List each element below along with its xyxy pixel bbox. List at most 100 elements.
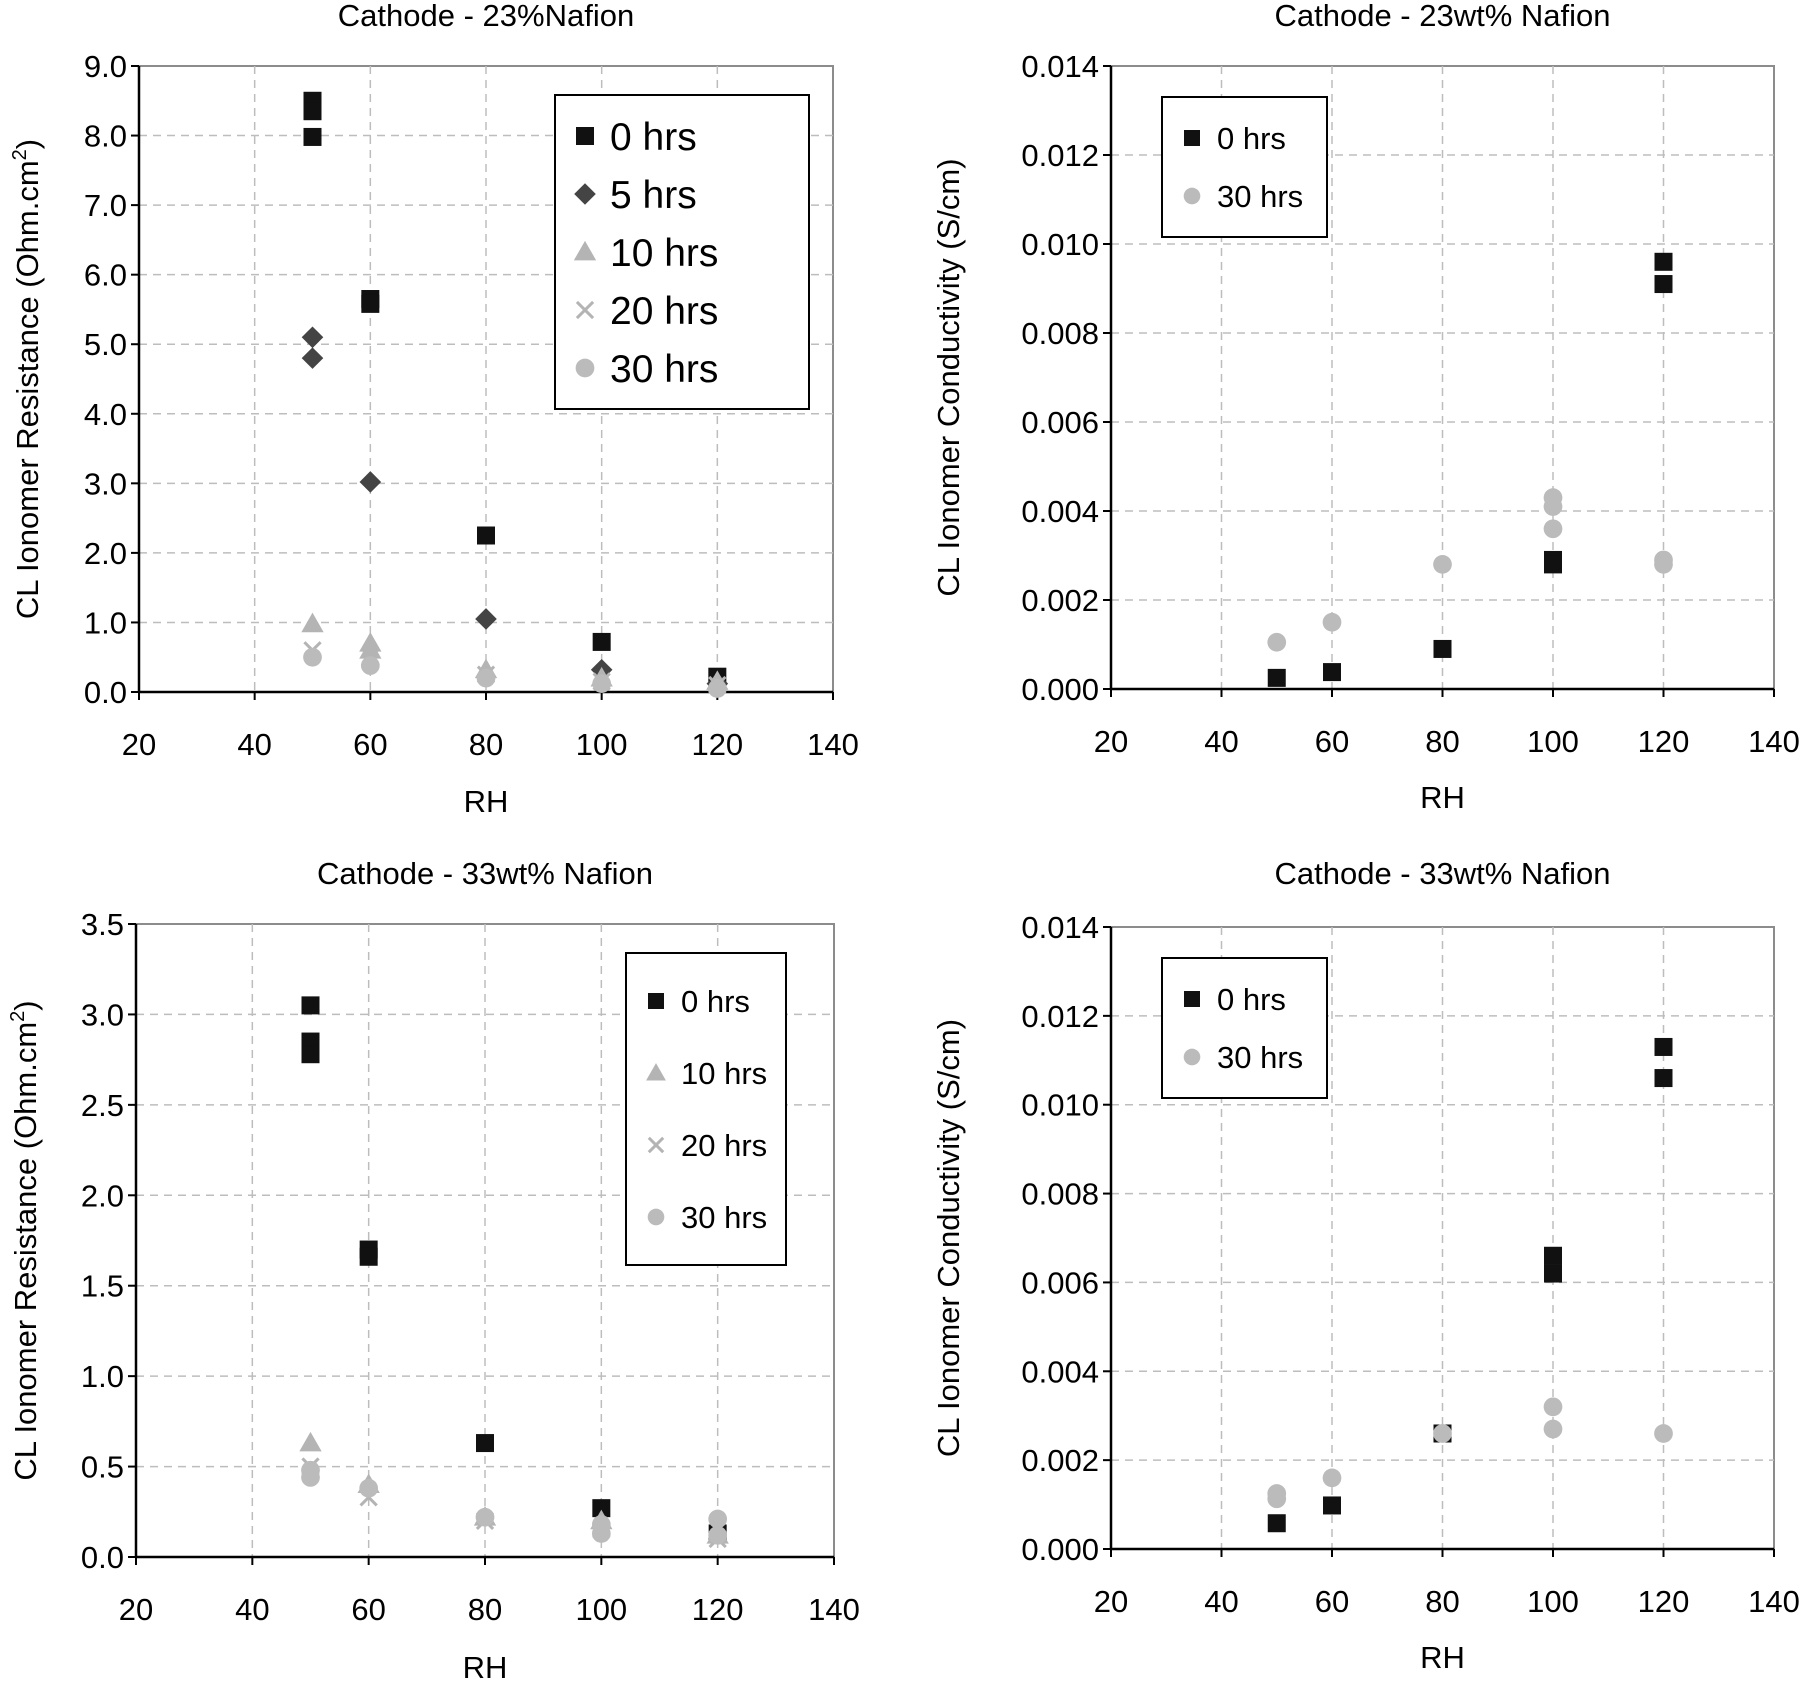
chart-bottom-left: Cathode - 33wt% Nafion 0.0 0.5 1.0 1.5 2.0 2.5… — [7, 856, 860, 1681]
legend-label: 0 hrs — [1217, 982, 1286, 1017]
legend-label: 0 hrs — [1217, 121, 1286, 156]
x-tick-label: 20 — [1094, 724, 1128, 759]
data-points — [1267, 1037, 1673, 1533]
legend-label: 10 hrs — [610, 232, 718, 275]
legend: 0 hrs 5 hrs 10 hrs 20 hrs 30 hrs — [554, 94, 810, 410]
x-tick-label: 60 — [353, 727, 387, 762]
y-tick-label: 0.008 — [1021, 316, 1099, 351]
data-point — [299, 1431, 322, 1452]
data-point — [1267, 632, 1287, 652]
data-point — [592, 674, 612, 694]
legend-marker — [647, 1208, 665, 1226]
x-tick-label: 80 — [1425, 1584, 1459, 1619]
data-point — [1433, 639, 1452, 658]
legend-marker — [646, 1063, 666, 1081]
x-tick-label: 100 — [1527, 724, 1579, 759]
y-tick-label: 2.5 — [81, 1088, 124, 1123]
data-point — [592, 632, 611, 651]
x-tick-label: 100 — [576, 727, 628, 762]
x-tick-label: 20 — [119, 1592, 153, 1627]
data-points — [1267, 252, 1673, 687]
legend: 0 hrs 30 hrs — [1161, 96, 1328, 238]
x-tick-label: 140 — [807, 727, 859, 762]
data-point — [1654, 1069, 1673, 1088]
x-tick-label: 120 — [692, 1592, 744, 1627]
data-point — [1654, 1037, 1673, 1056]
data-point — [301, 1045, 320, 1064]
y-axis-label-superscript: 2 — [9, 149, 31, 160]
legend-label: 30 hrs — [681, 1200, 767, 1235]
y-tick-label: 0.002 — [1021, 583, 1099, 618]
y-tick-label: 2.0 — [84, 536, 127, 571]
data-point — [301, 326, 324, 349]
y-tick-label: 3.0 — [84, 466, 127, 501]
y-axis-label: CL Ionomer Conductivity (S/cm) — [931, 1019, 966, 1457]
y-axis-label: CL Ionomer Resistance (Ohm.cm2) — [9, 139, 45, 619]
data-point — [1322, 612, 1342, 632]
x-axis-label: RH — [1420, 780, 1465, 815]
data-points — [299, 996, 729, 1549]
y-axis-label-superscript: 2 — [7, 1011, 29, 1022]
gridlines — [1111, 927, 1774, 1549]
x-tick-label: 40 — [1204, 1584, 1238, 1619]
x-tick-label: 120 — [691, 727, 743, 762]
x-tick-label: 140 — [1748, 724, 1800, 759]
data-point — [1654, 555, 1673, 574]
series-30-hrs — [1267, 1397, 1673, 1509]
x-tick-label: 20 — [122, 727, 156, 762]
y-tick-label: 2.0 — [81, 1178, 124, 1213]
y-tick-label: 0.000 — [1021, 1532, 1099, 1567]
y-axis-label-main: CL Ionomer Resistance (Ohm.cm — [8, 1022, 43, 1481]
y-axis-label-tail: ) — [10, 139, 45, 149]
data-point — [475, 1507, 495, 1527]
chart-top-left: Cathode - 23%Nafion 0.0 1.0 2.0 3.0 4.0 5.0 6.0… — [9, 0, 859, 819]
y-tick-label: 0.5 — [81, 1450, 124, 1485]
y-tick-label: 9.0 — [84, 49, 127, 84]
y-tick-label: 4.0 — [84, 397, 127, 432]
y-tick-label: 3.5 — [81, 907, 124, 942]
y-tick-label: 1.0 — [84, 605, 127, 640]
y-tick-label: 8.0 — [84, 119, 127, 154]
chart-bottom-right: Cathode - 33wt% Nafion 0.000 0.002 0.004 0.0… — [931, 856, 1800, 1675]
data-point — [1323, 663, 1341, 682]
legend-box — [1161, 96, 1328, 238]
y-axis-label-main: CL Ionomer Conductivity (S/cm) — [931, 158, 966, 596]
x-axis-label: RH — [464, 784, 509, 819]
chart-title: Cathode - 33wt% Nafion — [1274, 856, 1610, 891]
chart-title: Cathode - 33wt% Nafion — [317, 856, 653, 891]
data-point — [1543, 497, 1563, 516]
legend-marker — [576, 127, 594, 145]
x-tick-label: 140 — [1748, 1584, 1800, 1619]
data-point — [708, 1509, 728, 1529]
y-tick-label: 5.0 — [84, 327, 127, 362]
legend-marker — [1183, 187, 1201, 205]
legend-label: 0 hrs — [610, 116, 697, 159]
legend: 0 hrs 30 hrs — [1161, 957, 1328, 1099]
data-point — [301, 612, 324, 633]
y-tick-label: 0.012 — [1021, 999, 1099, 1034]
y-tick-label: 1.0 — [81, 1359, 124, 1394]
data-point — [359, 1478, 379, 1498]
data-point — [476, 1434, 494, 1453]
legend-label: 20 hrs — [610, 290, 718, 333]
x-tick-label: 140 — [808, 1592, 860, 1627]
y-tick-label: 3.0 — [81, 997, 124, 1032]
legend-label: 30 hrs — [1217, 179, 1303, 214]
data-point — [707, 679, 727, 698]
data-point — [1654, 275, 1673, 294]
data-points — [301, 91, 729, 698]
data-point — [361, 294, 380, 313]
y-tick-label: 0.012 — [1021, 138, 1099, 173]
x-axis-label: RH — [1420, 1640, 1465, 1675]
legend-marker — [648, 993, 664, 1009]
y-tick-label: 0.002 — [1021, 1443, 1099, 1478]
data-point — [1433, 555, 1452, 574]
y-axis-label: CL Ionomer Conductivity (S/cm) — [931, 158, 966, 596]
y-axis-label-main: CL Ionomer Conductivity (S/cm) — [931, 1019, 966, 1457]
x-tick-label: 120 — [1638, 1584, 1690, 1619]
data-point — [476, 668, 496, 688]
data-point — [360, 656, 380, 675]
data-point — [1543, 1397, 1563, 1417]
data-point — [477, 526, 495, 545]
